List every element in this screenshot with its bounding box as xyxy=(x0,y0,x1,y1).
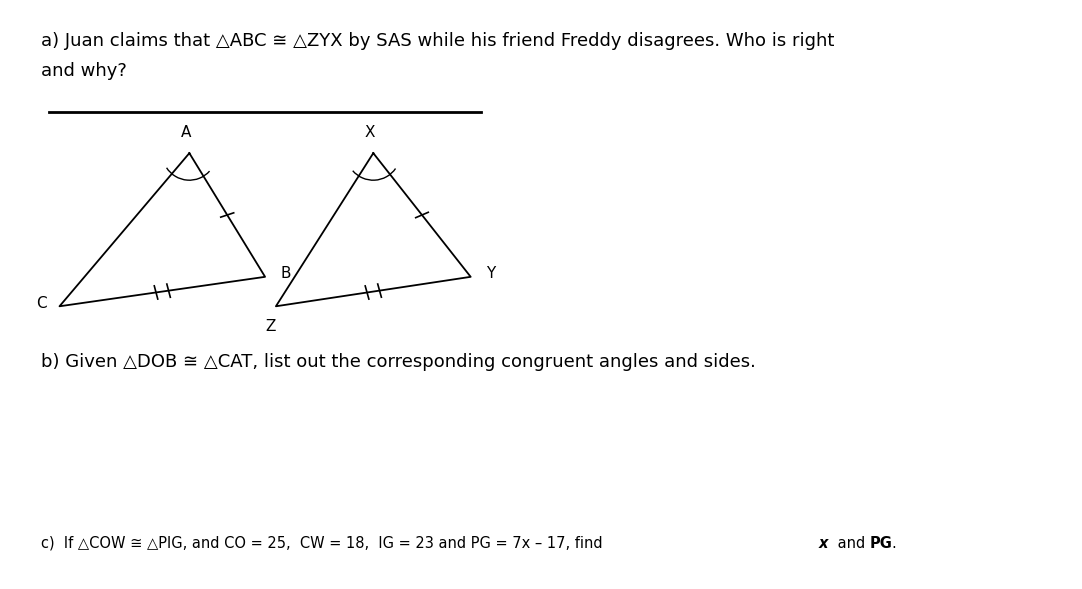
Text: a) Juan claims that △ABC ≅ △ZYX by SAS while his friend Freddy disagrees. Who is: a) Juan claims that △ABC ≅ △ZYX by SAS w… xyxy=(41,32,834,51)
Text: Z: Z xyxy=(265,319,276,334)
Text: Y: Y xyxy=(486,266,496,282)
Text: and: and xyxy=(833,536,870,551)
Text: PG: PG xyxy=(870,536,893,551)
Text: x: x xyxy=(819,536,829,551)
Text: .: . xyxy=(892,536,896,551)
Text: B: B xyxy=(280,266,291,282)
Text: and why?: and why? xyxy=(41,62,127,80)
Text: c)  If △COW ≅ △PIG, and CO = 25,  CW = 18,  IG = 23 and PG = 7x – 17, find: c) If △COW ≅ △PIG, and CO = 25, CW = 18,… xyxy=(41,536,607,551)
Text: A: A xyxy=(181,125,192,140)
Text: b) Given △DOB ≅ △CAT, list out the corresponding congruent angles and sides.: b) Given △DOB ≅ △CAT, list out the corre… xyxy=(41,353,756,372)
Text: X: X xyxy=(365,125,375,140)
Text: C: C xyxy=(36,296,47,311)
